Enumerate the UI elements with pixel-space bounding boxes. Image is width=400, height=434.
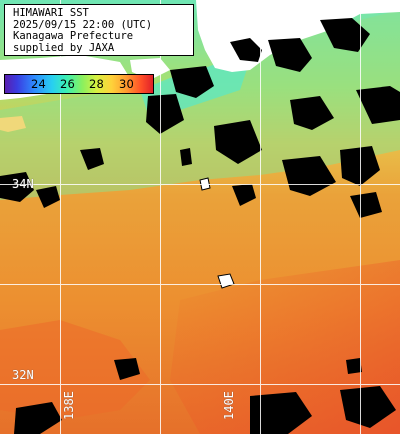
cloud-11 [80, 148, 104, 170]
cloud-7 [356, 86, 400, 124]
cloud-3 [320, 18, 370, 52]
cloud-4 [170, 66, 214, 98]
cloud-14 [232, 184, 256, 206]
region-name: Kanagawa Prefecture [13, 30, 134, 42]
lat-label-32n: 32N [12, 368, 34, 382]
lon-label-138e: 138E [62, 391, 76, 420]
cloud-6 [290, 96, 334, 130]
cloud-5 [146, 94, 184, 134]
cloud-8 [214, 120, 262, 164]
temperature-colorbar: 24 26 28 30 [4, 74, 154, 94]
colorbar-tick-30: 30 [119, 77, 135, 91]
data-provider: supplied by JAXA [13, 41, 115, 54]
info-box: HIMAWARI SST 2025/09/15 22:00 (UTC) Kana… [4, 4, 194, 56]
timestamp: 2025/09/15 22:00 (UTC) [13, 18, 153, 31]
cloud-17 [14, 402, 62, 434]
colorbar-tick-26: 26 [60, 77, 76, 91]
lat-label-34n: 34N [12, 177, 34, 191]
warm-water-patch [0, 320, 150, 420]
cloud-13 [36, 186, 60, 208]
cloud-19 [340, 386, 396, 428]
colorbar-tick-24: 24 [31, 77, 47, 91]
cloud-9 [282, 156, 336, 196]
cloud-20 [180, 148, 192, 166]
product-title: HIMAWARI SST [13, 7, 89, 19]
land-small-west [0, 116, 26, 132]
cloud-21 [346, 358, 362, 374]
lon-label-140e: 140E [222, 391, 236, 420]
cloud-2 [268, 38, 312, 72]
cloud-15 [350, 192, 382, 218]
cloud-1 [230, 38, 262, 62]
colorbar-tick-28: 28 [89, 77, 105, 91]
cloud-18 [250, 392, 312, 434]
cloud-16 [114, 358, 140, 380]
cloud-12 [0, 172, 34, 202]
